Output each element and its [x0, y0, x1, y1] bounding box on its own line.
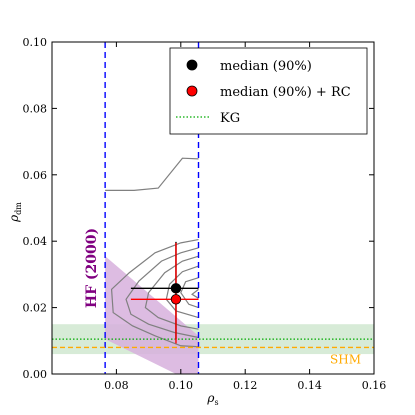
legend-label: median (90%) [220, 59, 312, 74]
contour-5 [165, 265, 199, 319]
hf-annotation: HF (2000) [84, 228, 100, 308]
median-rc-point [170, 294, 182, 305]
ytick-label: 0.06 [23, 169, 48, 182]
legend-label: KG [220, 111, 240, 126]
contour-3 [125, 247, 199, 339]
legend-box [169, 47, 368, 135]
xtick-label: 0.12 [233, 379, 258, 392]
ytick-label: 0.10 [23, 36, 48, 49]
xtick-label: 0.14 [297, 379, 322, 392]
x-axis-label: ρs [206, 391, 218, 407]
ytick-label: 0.02 [23, 302, 48, 315]
contour-1 [105, 157, 199, 192]
contour-6 [180, 277, 199, 309]
ytick-label: 0.08 [23, 102, 48, 115]
x-axis-label-sub: s [214, 398, 218, 407]
shm-annotation: SHM [330, 352, 361, 366]
plot-frame [51, 41, 375, 375]
median-point [170, 283, 182, 294]
contour-4 [144, 255, 199, 330]
y-axis-label: ρdm [7, 202, 23, 223]
contour-2 [110, 238, 199, 348]
legend-label: median (90%) + RC [220, 85, 351, 100]
xtick-label: 0.10 [169, 379, 194, 392]
xtick-label: 0.08 [104, 379, 129, 392]
y-axis-label-sub: dm [14, 202, 23, 215]
ytick-label: 0.04 [23, 235, 48, 248]
legend-marker-1 [186, 59, 198, 71]
hf-region [105, 256, 199, 374]
ytick-label: 0.00 [23, 368, 48, 381]
xtick-label: 0.16 [362, 379, 387, 392]
legend-marker-2 [186, 85, 198, 97]
contour-7 [191, 288, 199, 299]
